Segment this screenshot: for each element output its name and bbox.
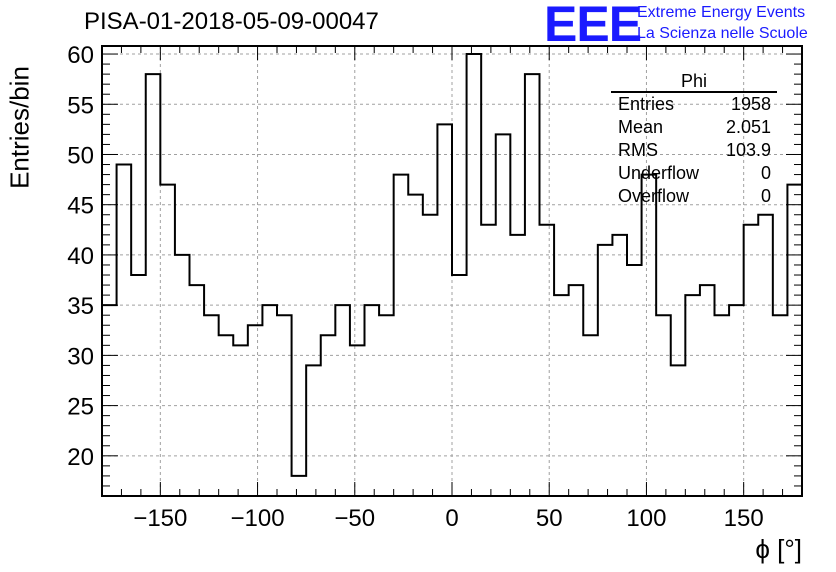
stats-value: 2.051 bbox=[725, 117, 771, 137]
stats-row-rms: RMS 103.9 bbox=[611, 139, 777, 162]
histogram-bin bbox=[744, 225, 759, 496]
histogram-bin bbox=[729, 305, 744, 496]
x-tick-label: −150 bbox=[133, 505, 187, 532]
histogram-bin bbox=[540, 225, 555, 496]
x-axis-label: ϕ [°] bbox=[755, 534, 802, 564]
eee-logo: EEE bbox=[544, 0, 642, 52]
histogram-bin bbox=[117, 165, 132, 496]
x-tick-label: 150 bbox=[724, 505, 764, 532]
stats-row-underflow: Underflow 0 bbox=[611, 162, 777, 185]
histogram-bin bbox=[437, 124, 452, 496]
histogram-bin bbox=[233, 345, 248, 496]
stats-row-overflow: Overflow 0 bbox=[611, 185, 777, 208]
histogram-bin bbox=[292, 476, 307, 496]
histogram-bin bbox=[408, 195, 423, 496]
stats-row-entries: Entries 1958 bbox=[611, 93, 777, 116]
y-tick-label: 40 bbox=[67, 243, 94, 270]
histogram-bin bbox=[598, 245, 613, 496]
x-tick-label: −50 bbox=[334, 505, 375, 532]
histogram-bin bbox=[569, 285, 584, 496]
histogram-bin bbox=[262, 305, 277, 496]
stats-box: Phi Entries 1958 Mean 2.051 RMS 103.9 Un… bbox=[611, 71, 777, 208]
axis-ticks bbox=[101, 46, 803, 497]
histogram-outline bbox=[102, 53, 802, 477]
histogram-bin bbox=[787, 185, 802, 496]
histogram-bin bbox=[700, 285, 715, 496]
stats-value: 0 bbox=[760, 186, 771, 206]
stats-label: Overflow bbox=[618, 186, 690, 206]
y-tick-label: 50 bbox=[67, 142, 94, 169]
x-tick-label: −100 bbox=[231, 505, 285, 532]
x-tick-label: 0 bbox=[445, 505, 458, 532]
stats-label: RMS bbox=[618, 140, 658, 160]
plot-title: PISA-01-2018-05-09-00047 bbox=[84, 8, 379, 35]
stats-value: 0 bbox=[760, 163, 771, 183]
histogram-bin bbox=[627, 265, 642, 496]
histogram-bin bbox=[554, 295, 569, 496]
histogram-bin bbox=[612, 235, 627, 496]
histogram-bin bbox=[160, 185, 175, 496]
histogram-bin bbox=[102, 305, 117, 496]
histogram-bin bbox=[335, 305, 350, 496]
histogram-bin bbox=[248, 325, 263, 496]
histogram-bin bbox=[175, 255, 190, 496]
histogram-bin bbox=[306, 365, 321, 496]
histogram-bin bbox=[452, 275, 467, 496]
histogram-bin bbox=[321, 335, 336, 496]
histogram-bin bbox=[685, 295, 700, 496]
histogram-bin bbox=[467, 54, 482, 496]
y-tick-label: 45 bbox=[67, 193, 94, 220]
x-tick-label: 50 bbox=[536, 505, 563, 532]
y-tick-label: 25 bbox=[67, 394, 94, 421]
histogram-bin bbox=[423, 215, 438, 496]
stats-value: 1958 bbox=[730, 94, 771, 114]
logo-tagline-1: Extreme Energy Events bbox=[637, 4, 806, 21]
histogram-bin bbox=[525, 74, 540, 496]
y-tick-label: 20 bbox=[67, 444, 94, 471]
axis-tick-labels: −150 −100 −50 0 50 100 150 20 25 30 35 40 45 50 55 60 bbox=[67, 42, 763, 532]
stats-label: Mean bbox=[618, 117, 664, 137]
histogram-bin bbox=[219, 335, 234, 496]
x-tick-label: 100 bbox=[626, 505, 666, 532]
histogram-bin bbox=[394, 175, 409, 496]
y-tick-label: 35 bbox=[67, 293, 94, 320]
histogram-bin bbox=[146, 74, 161, 496]
histogram-bin bbox=[350, 345, 365, 496]
histogram-bin bbox=[642, 175, 657, 496]
y-tick-label: 30 bbox=[67, 343, 94, 370]
logo-tagline-2: La Scienza nelle Scuole bbox=[637, 25, 808, 42]
histogram-bin bbox=[131, 275, 146, 496]
histogram-bin bbox=[496, 134, 511, 496]
y-tick-label: 55 bbox=[67, 92, 94, 119]
histogram-bin bbox=[365, 305, 380, 496]
histogram-bin bbox=[190, 285, 205, 496]
stats-label: Underflow bbox=[618, 163, 700, 183]
histogram-bin bbox=[481, 225, 496, 496]
stats-name: Phi bbox=[611, 71, 777, 93]
histogram-bin bbox=[583, 335, 598, 496]
histogram-bin bbox=[671, 365, 686, 496]
stats-value: 103.9 bbox=[725, 140, 771, 160]
stats-row-mean: Mean 2.051 bbox=[611, 116, 777, 139]
stats-label: Entries bbox=[618, 94, 675, 114]
histogram-bin bbox=[510, 235, 525, 496]
y-tick-label: 60 bbox=[67, 42, 94, 69]
